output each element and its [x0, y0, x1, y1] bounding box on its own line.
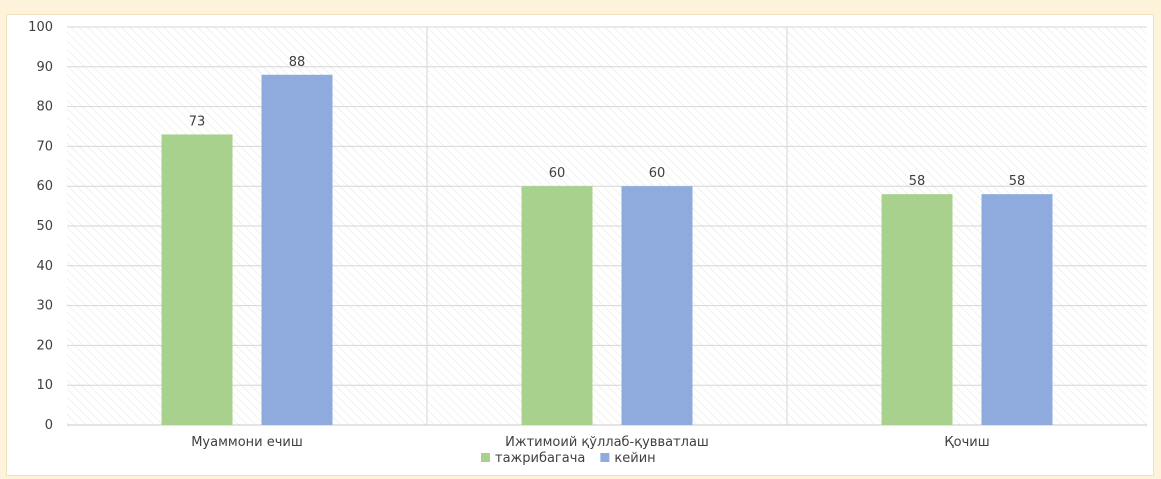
bar: [881, 194, 953, 425]
bar: [981, 194, 1053, 425]
gridlines: [67, 26, 1147, 426]
y-tick-label: 40: [36, 259, 53, 274]
legend-swatch: [481, 453, 490, 462]
bar: [161, 134, 233, 425]
y-tick-label: 90: [36, 60, 53, 75]
y-tick-label: 20: [36, 338, 53, 353]
y-tick-label: 70: [36, 139, 53, 154]
bars: [161, 74, 1053, 425]
y-tick-label: 0: [45, 418, 53, 433]
data-label: 58: [909, 174, 926, 189]
y-tick-label: 80: [36, 100, 53, 115]
data-label: 58: [1009, 174, 1026, 189]
bar-chart: 0 10 20 30 40 50 60 70 80 90 100 73 88 60 60 58 58 Муам…: [28, 20, 1147, 466]
data-label: 73: [189, 114, 206, 129]
data-label: 88: [289, 55, 306, 70]
data-label: 60: [649, 166, 666, 181]
y-tick-label: 50: [36, 219, 53, 234]
y-axis-ticks: 0 10 20 30 40 50 60 70 80 90 100: [28, 20, 53, 433]
category-label: Муаммони ечиш: [191, 435, 303, 450]
bar: [261, 74, 333, 425]
data-label: 60: [549, 166, 566, 181]
category-label: Қочиш: [944, 435, 989, 450]
legend: тажрибагача кейин: [481, 451, 656, 466]
data-labels: 73 88 60 60 58 58: [189, 55, 1026, 189]
y-tick-label: 100: [28, 20, 53, 35]
chart-frame: 0 10 20 30 40 50 60 70 80 90 100 73 88 60 60 58 58 Муам…: [6, 14, 1154, 476]
y-tick-label: 10: [36, 378, 53, 393]
bar: [521, 186, 593, 425]
legend-label: кейин: [614, 451, 655, 466]
x-axis-categories: Муаммони ечиш Ижтимоий қўллаб-қувватлаш Қо…: [191, 435, 989, 450]
bar: [621, 186, 693, 425]
category-label: Ижтимоий қўллаб-қувватлаш: [505, 435, 709, 450]
y-tick-label: 60: [36, 179, 53, 194]
legend-swatch: [600, 453, 610, 462]
legend-label: тажрибагача: [495, 451, 585, 466]
y-tick-label: 30: [36, 299, 53, 314]
